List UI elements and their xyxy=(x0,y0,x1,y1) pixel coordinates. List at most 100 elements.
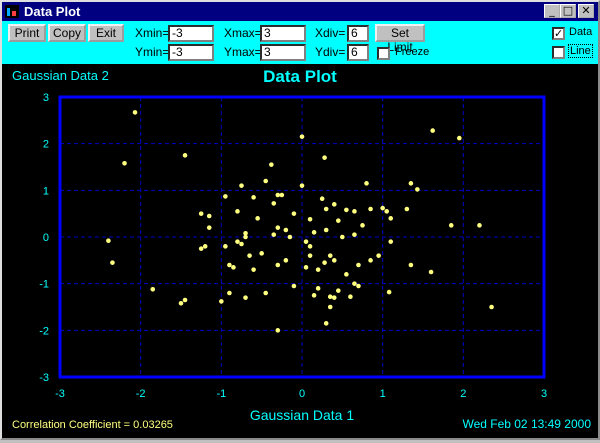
data-point xyxy=(243,230,248,236)
data-point xyxy=(322,155,327,160)
data-point xyxy=(275,192,281,198)
data-point xyxy=(307,216,313,222)
data-point xyxy=(275,262,281,268)
y-tick-labels: 3 2 1 0 -1 -2 -3 xyxy=(39,92,49,384)
xdiv-label: Xdiv= xyxy=(315,26,346,40)
ymax-field[interactable]: 3 xyxy=(260,44,306,61)
data-point xyxy=(283,258,289,263)
title-bar[interactable]: Data Plot _ □ ✕ xyxy=(2,2,598,21)
data-point xyxy=(386,289,392,295)
data-point xyxy=(178,300,184,306)
app-icon xyxy=(5,5,19,18)
plot-frame xyxy=(58,95,546,379)
data-point xyxy=(239,183,244,188)
freeze-label: Freeze xyxy=(395,46,430,58)
data-point xyxy=(336,288,341,293)
data-point xyxy=(150,286,156,292)
data-point xyxy=(198,246,204,251)
print-button[interactable]: Print xyxy=(8,24,46,42)
window-title: Data Plot xyxy=(24,4,81,19)
data-checkbox[interactable]: ✓ xyxy=(552,27,565,40)
xdiv-field[interactable]: 6 xyxy=(347,25,369,42)
data-point xyxy=(477,223,482,228)
x-tick-label: -1 xyxy=(216,388,226,400)
data-point xyxy=(336,218,341,223)
close-icon[interactable]: ✕ xyxy=(578,4,594,18)
copy-button[interactable]: Copy xyxy=(48,24,86,42)
x-tick-labels: -3 -2 -1 0 1 2 3 xyxy=(55,388,547,400)
ydiv-label: Ydiv= xyxy=(315,45,346,59)
data-point xyxy=(263,178,269,184)
ydiv-field[interactable]: 6 xyxy=(347,44,369,61)
x-axis-label: Gaussian Data 1 xyxy=(250,407,354,423)
ymin-field[interactable]: -3 xyxy=(168,44,214,61)
scatter-plot: Gaussian Data 2 Data Plot -3 -2 -1 0 1 2 3 3 2 1… xyxy=(12,67,591,431)
xmin-label: Xmin= xyxy=(135,26,170,40)
data-point xyxy=(323,206,329,212)
data-point xyxy=(384,209,390,214)
data-point xyxy=(408,181,414,186)
data-point xyxy=(315,286,321,291)
data-point xyxy=(247,253,252,258)
freeze-checkbox[interactable] xyxy=(377,47,390,60)
maximize-icon[interactable]: □ xyxy=(560,4,576,18)
data-point xyxy=(303,239,309,244)
data-point xyxy=(283,227,289,233)
data-point xyxy=(235,209,240,214)
data-point xyxy=(275,328,281,333)
data-point xyxy=(219,299,224,304)
set-limit-button[interactable]: Set Limit xyxy=(375,24,425,54)
data-point xyxy=(430,128,435,133)
data-point xyxy=(251,267,256,272)
data-point xyxy=(223,244,228,249)
timestamp: Wed Feb 02 13:49 2000 xyxy=(462,417,591,431)
ymin-label: Ymin= xyxy=(135,45,170,59)
data-point xyxy=(182,297,188,303)
data-point xyxy=(206,213,212,219)
data-point xyxy=(110,260,115,265)
data-point xyxy=(457,135,462,141)
data-point xyxy=(319,196,325,202)
data-point xyxy=(132,110,138,115)
data-point xyxy=(408,262,414,268)
x-tick-label: 1 xyxy=(380,388,386,400)
data-point xyxy=(299,183,305,188)
data-point xyxy=(356,283,361,289)
data-point xyxy=(388,216,394,221)
data-point xyxy=(106,238,111,244)
data-point xyxy=(327,253,333,258)
minimize-icon[interactable]: _ xyxy=(544,4,560,18)
data-point xyxy=(323,321,329,326)
data-point xyxy=(287,234,293,240)
data-point xyxy=(368,258,373,263)
line-checkbox[interactable] xyxy=(552,46,565,59)
data-point xyxy=(404,206,410,212)
data-point xyxy=(259,251,264,256)
correlation-text: Correlation Coefficient = 0.03265 xyxy=(12,419,173,431)
exit-button[interactable]: Exit xyxy=(88,24,124,42)
data-point xyxy=(231,265,236,270)
data-point xyxy=(243,234,248,240)
y-tick-label: 0 xyxy=(43,232,49,244)
data-point xyxy=(271,201,277,206)
data-point xyxy=(380,205,385,211)
data-point xyxy=(315,267,321,272)
data-point xyxy=(360,223,365,228)
xmin-field[interactable]: -3 xyxy=(168,25,214,42)
data-point xyxy=(198,211,204,216)
data-point xyxy=(352,209,357,214)
x-tick-label: 3 xyxy=(541,388,547,400)
data-point xyxy=(340,234,345,240)
data-point xyxy=(368,206,373,212)
data-point xyxy=(275,225,281,230)
data-point xyxy=(182,153,188,158)
data-point xyxy=(206,225,212,230)
data-point xyxy=(279,192,285,198)
data-point xyxy=(322,260,327,265)
y-tick-label: -1 xyxy=(39,279,49,291)
x-tick-label: -2 xyxy=(136,388,146,400)
data-point xyxy=(323,227,329,233)
xmax-field[interactable]: 3 xyxy=(260,25,306,42)
data-point xyxy=(227,290,232,296)
